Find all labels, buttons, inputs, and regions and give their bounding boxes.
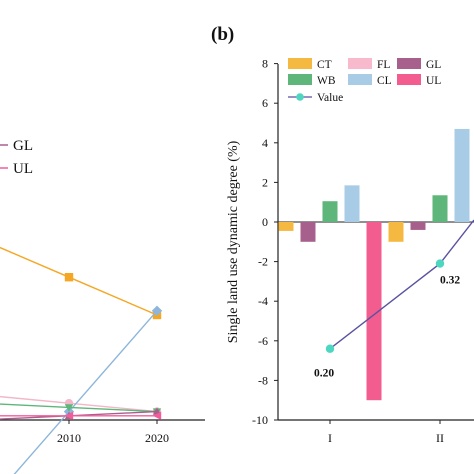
panel-a-series-5 (0, 411, 162, 420)
panel-b-bar-wb-ii (432, 195, 448, 222)
panel-a-line-chart: 2010 2020 GL UL (0, 138, 205, 474)
panel-a-x-tick-label-2010: 2010 (57, 431, 81, 445)
panel-a-series-1-line (0, 246, 158, 316)
panel-b-bar-cl-ii (454, 128, 470, 222)
panel-a-legend-gl-label: GL (13, 138, 33, 154)
panel-b-bar-ct-i (278, 222, 294, 231)
panel-a-series-5-point-0 (64, 411, 74, 420)
panel-b-legend-gl-label: GL (426, 59, 441, 71)
panel-b-y-ticks: 8 6 4 2 0 -2 -4 -6 -8 -10 (252, 57, 278, 427)
panel-a-series-1 (0, 246, 162, 320)
panel-b-label: (b) (211, 24, 234, 45)
panel-a-series-0-line (0, 395, 158, 413)
panel-b-y-tick-label--4: -4 (258, 294, 268, 308)
panel-b-legend-ct-swatch (288, 58, 312, 69)
panel-a-series-3-line (0, 403, 158, 413)
panel-b-legend-ul-label: UL (426, 75, 441, 87)
panel-b-legend-cl-swatch (348, 74, 372, 85)
panel-a-series-1-point-0 (64, 273, 74, 282)
panel-b-y-tick-label--6: -6 (258, 334, 268, 348)
panel-b-bar-wb-i (322, 201, 338, 222)
panel-b-bars (278, 128, 470, 401)
panel-a-x-tick-label-2020: 2020 (145, 431, 169, 445)
panel-a-series-2-line (13, 310, 158, 474)
panel-b-y-tick-label-2: 2 (262, 175, 268, 189)
panel-b-y-tick-label-8: 8 (262, 57, 268, 71)
panel-b-legend-wb-swatch (288, 74, 312, 85)
panel-b-value-label-i: 0.20 (314, 368, 334, 380)
panel-a-series-5-point-1 (152, 411, 162, 420)
panel-b-legend: CT FL GL WB CL UL Value (288, 58, 441, 104)
panel-b-y-axis-title: Single land use dynamic degree (%) (226, 140, 241, 343)
panel-b-x-tick-label-i: I (328, 431, 332, 445)
panel-a-series-group (0, 246, 163, 474)
panel-b-legend-cl-label: CL (377, 75, 392, 87)
panel-b-value-point-i (325, 344, 335, 353)
panel-b-legend-wb-label: WB (317, 75, 336, 87)
panel-b-legend-item-value: Value (288, 92, 343, 104)
panel-b-legend-ul-swatch (397, 74, 421, 85)
panel-a-legend: GL UL (0, 138, 33, 177)
panel-b-y-tick-label--8: -8 (258, 373, 268, 387)
panel-b-y-tick-label-0: 0 (262, 215, 268, 229)
panel-b-legend-ct-label: CT (317, 59, 332, 71)
panel-a-legend-ul-label: UL (13, 161, 33, 177)
panel-b-legend-fl-swatch (348, 58, 372, 69)
panel-b-value-label-ii: 0.32 (440, 275, 460, 287)
panel-b-legend-item-gl: GL (397, 58, 441, 71)
panel-b-legend-item-ul: UL (397, 74, 441, 87)
panel-b-x-ticks: I II (328, 420, 444, 445)
panel-b-x-tick-label-ii: II (436, 431, 444, 445)
panel-b-legend-gl-swatch (397, 58, 421, 69)
panel-b-legend-item-fl: FL (348, 58, 390, 71)
panel-b-bar-gl-ii (410, 222, 426, 230)
panel-b-bar-cl-i (344, 185, 360, 222)
panel-b-legend-item-wb: WB (288, 74, 336, 87)
panel-b-y-tick-label-4: 4 (262, 136, 268, 150)
panel-b-bar-ct-ii (388, 222, 404, 242)
panel-b-legend-fl-label: FL (377, 59, 390, 71)
panel-b-y-tick-label--2: -2 (258, 255, 268, 269)
panel-a-legend-item-ul: UL (0, 161, 33, 177)
panel-a-series-2-point-1 (151, 305, 163, 316)
panel-b-legend-item-cl: CL (348, 74, 392, 87)
panel-b-bar-ul-i (366, 222, 382, 401)
panel-a-x-ticks: 2010 2020 (57, 420, 169, 445)
panel-b-value-point-ii (435, 259, 445, 268)
panel-a-series-3-point-0 (64, 404, 74, 412)
panel-a-legend-item-gl: GL (0, 138, 33, 154)
panel-b-y-tick-label-6: 6 (262, 96, 268, 110)
panel-b-legend-value-swatch-dot (296, 93, 304, 101)
panel-b-bar-gl-i (300, 222, 316, 242)
panel-b-legend-value-label: Value (317, 92, 343, 104)
panel-b-value-line: 0.20 0.32 (314, 219, 474, 380)
panel-a-series-3 (0, 403, 162, 416)
panel-a-series-2 (13, 305, 163, 474)
panel-b-legend-item-ct: CT (288, 58, 332, 71)
panel-b-y-tick-label--10: -10 (252, 413, 268, 427)
panel-b-bar-chart: (b) Single land use dynamic degree (%) 8… (211, 24, 474, 445)
